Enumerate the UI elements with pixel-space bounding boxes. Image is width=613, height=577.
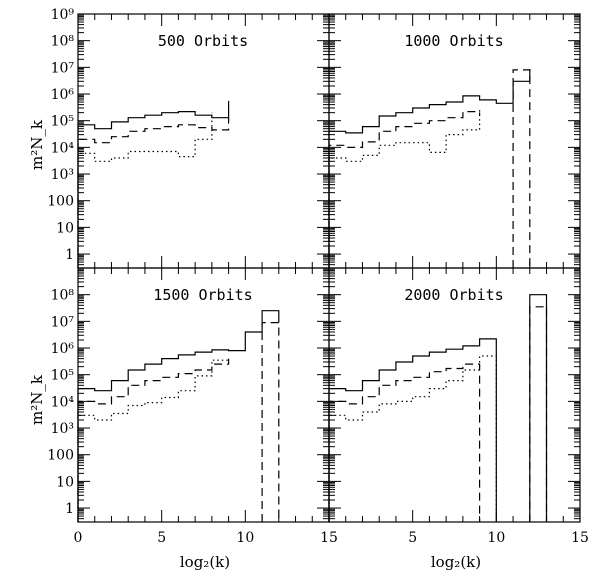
panel-3-ytick-label: 10⁸ [51, 288, 75, 304]
panel-4-xtick-label: 10 [487, 530, 505, 546]
panel-1-ytick-label: 10⁷ [51, 60, 75, 76]
panel-3-ytick-label: 10³ [51, 421, 74, 437]
panel-4-title: 2000 Orbits [404, 286, 503, 304]
panel-1-series-solid-segment-1 [77, 100, 230, 268]
panel-3-xtick-label: 0 [74, 530, 83, 546]
y-axis-label-top: m²N_k [28, 119, 46, 170]
panel-3-xtick-label: 15 [320, 530, 338, 546]
panel-2-frame [328, 13, 581, 269]
panel-3-series-dashed-segment-1 [77, 358, 230, 522]
panel-3-frame [77, 267, 330, 523]
panel-3-ytick-label: 10⁴ [51, 394, 75, 410]
panel-3-ytick-label: 10⁷ [51, 314, 75, 330]
panel-1-ytick-label: 10⁴ [51, 140, 75, 156]
panel-3-ytick-label: 100 [47, 448, 74, 464]
x-axis-label-left: log₂(k) [180, 553, 230, 571]
panel-3-series-dotted-segment-1 [77, 358, 230, 522]
panel-2-series-dotted-segment-1 [328, 110, 481, 268]
panel-4-series-dashed-segment-2 [529, 306, 548, 522]
panel-4-series-solid-segment-1 [328, 338, 497, 522]
panel-1-ytick-label: 100 [47, 194, 74, 210]
panel-4: 2000 Orbits 5 10 15 [328, 267, 589, 546]
panel-2-series-dashed-segment-2 [512, 69, 531, 268]
panel-1-ytick-label: 1 [65, 247, 74, 263]
panel-2-series-solid-segment-1 [328, 69, 531, 268]
panel-3-ytick-label: 10⁵ [51, 368, 75, 384]
panel-1-series-dotted-segment-1 [77, 112, 213, 268]
panel-4-series-solid-segment-2 [529, 294, 548, 522]
panel-4-frame [328, 267, 581, 523]
panel-2-title: 1000 Orbits [404, 32, 503, 50]
panel-2-series-dashed-segment-1 [328, 111, 481, 268]
panel-1-ytick-label: 10⁹ [51, 7, 75, 23]
labels-layer: m²N_k m²N_k log₂(k) log₂(k) [28, 119, 481, 571]
panel-1-ytick-label: 10³ [51, 167, 74, 183]
panel-2: 1000 Orbits [328, 13, 581, 269]
panel-3-series-solid-segment-1 [77, 310, 280, 522]
panel-4-series-dotted-segment-1 [328, 355, 497, 522]
panel-3: 1500 Orbits 1 10 100 10³ 10⁴ 10⁵ 10⁶ 10⁷ 10⁸ 0 5 10 1… [47, 267, 338, 546]
panel-3-ytick-label: 10⁶ [51, 341, 75, 357]
panel-1-ytick-label: 10⁶ [51, 87, 75, 103]
panel-1: 500 Orbits 1 10 100 10³ 10⁴ 10⁵ 10⁶ 10⁷ 10⁸ 10⁹ [47, 7, 330, 269]
panel-3-xtick-label: 5 [157, 530, 166, 546]
panel-3-ytick-label: 1 [65, 501, 74, 517]
panel-1-ytick-label: 10⁸ [51, 34, 75, 50]
panel-3-series-dashed-segment-2 [261, 322, 280, 522]
panels-layer: 500 Orbits11010010³10⁴10⁵10⁶10⁷10⁸10⁹100… [47, 7, 589, 546]
panel-4-xtick-label: 5 [408, 530, 417, 546]
panel-1-ytick-label: 10⁵ [51, 114, 75, 130]
panel-1-series-dashed-segment-1 [77, 117, 230, 268]
panel-1-ytick-label: 10 [56, 220, 74, 236]
panel-4-series-dashed-segment-1 [328, 363, 481, 522]
y-axis-label-bottom: m²N_k [28, 374, 46, 425]
panel-4-xtick-label: 15 [571, 530, 589, 546]
panel-1-title: 500 Orbits [158, 32, 248, 50]
panel-1-frame [77, 13, 330, 269]
x-axis-label-right: log₂(k) [431, 553, 481, 571]
panel-3-ytick-label: 10 [56, 474, 74, 490]
panel-3-title: 1500 Orbits [153, 286, 252, 304]
panel-3-xtick-label: 10 [236, 530, 254, 546]
